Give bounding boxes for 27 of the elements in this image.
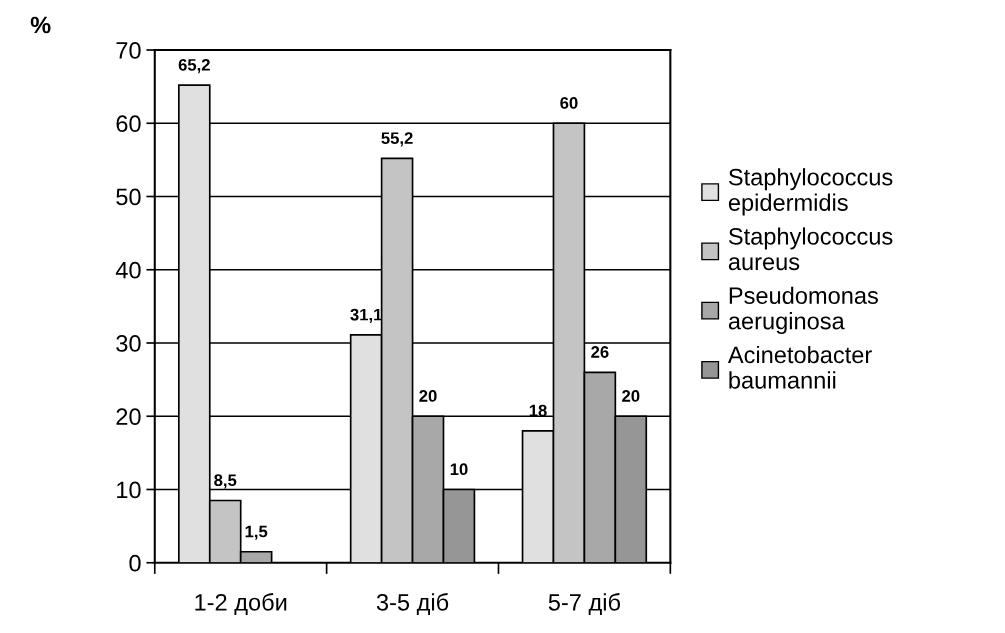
- y-tick-label: 50: [116, 188, 141, 206]
- y-tick-label: 10: [117, 481, 141, 499]
- x-tick-label: 1-2 доби: [195, 593, 287, 616]
- data-label: 18: [529, 404, 547, 417]
- data-label: 65,2: [178, 58, 210, 74]
- y-tick-label: 0: [129, 554, 141, 572]
- legend-label: Staphylococcus epidermidis: [728, 168, 893, 216]
- data-label: 10: [450, 463, 468, 476]
- x-tick-label: 5-7 діб: [548, 593, 621, 616]
- y-tick-label: 30: [116, 335, 141, 352]
- y-tick-label: 60: [116, 115, 141, 133]
- data-label: 26: [591, 346, 609, 358]
- data-label: 60: [560, 97, 578, 109]
- legend-label: Staphylococcus aureus: [728, 227, 893, 271]
- legend-label: Pseudomonas aeruginosa: [728, 286, 878, 335]
- data-label: 20: [419, 390, 437, 402]
- data-label: 20: [622, 390, 640, 402]
- y-axis-title: %: [30, 16, 51, 34]
- y-tick-label: 20: [116, 408, 141, 426]
- legend-label: Acinetobacter baumannii: [727, 345, 872, 389]
- data-label: 55,2: [381, 132, 413, 147]
- data-label: 8,5: [214, 474, 237, 489]
- y-tick-label: 70: [116, 42, 141, 59]
- x-tick-label: 3-5 діб: [376, 593, 449, 616]
- y-tick-label: 40: [115, 261, 141, 279]
- data-label: 1,5: [245, 525, 268, 540]
- data-label: 31,1: [350, 308, 382, 323]
